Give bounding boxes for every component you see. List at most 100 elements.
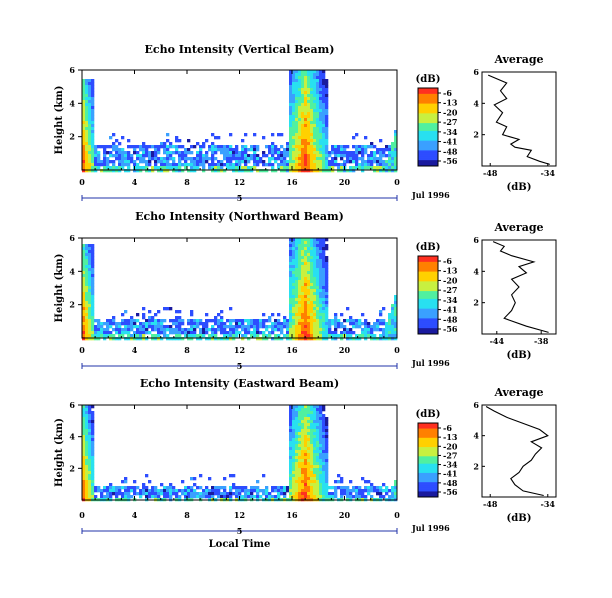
heatmap-cell (310, 286, 314, 290)
heatmap-cell (82, 94, 86, 98)
heatmap-cell (208, 495, 212, 499)
heatmap-cell (289, 322, 293, 326)
heatmap-cell (139, 154, 143, 158)
heatmap-cell (268, 331, 272, 335)
heatmap-cell (355, 322, 359, 326)
heatmap-cell (313, 166, 317, 170)
heatmap-cell (313, 130, 317, 134)
colorbar-tick-label: -20 (443, 275, 458, 285)
heatmap-cell (88, 426, 92, 430)
heatmap-cell (304, 316, 308, 320)
heatmap-cell (103, 322, 107, 326)
heatmap-cell (298, 331, 302, 335)
heatmap-cell (232, 331, 236, 335)
heatmap-cell (118, 328, 122, 332)
heatmap-cell (250, 148, 254, 152)
heatmap-cell (310, 283, 314, 287)
heatmap-cell (94, 486, 98, 490)
heatmap-cell (322, 468, 326, 472)
heatmap-cell (118, 169, 122, 173)
heatmap-cell (286, 163, 290, 167)
heatmap-cell (304, 109, 308, 113)
heatmap-cell (115, 331, 119, 335)
colorbar-swatch (418, 322, 438, 325)
heatmap-cell (304, 79, 308, 83)
heatmap-cell (85, 495, 89, 499)
heatmap-cell (322, 238, 326, 242)
heatmap-cell (136, 166, 140, 170)
heatmap-cell (85, 271, 89, 275)
colorbar-swatch (418, 119, 438, 122)
heatmap-cell (310, 441, 314, 445)
heatmap-cell (82, 313, 86, 317)
heatmap-cell (247, 322, 251, 326)
heatmap-cell (196, 163, 200, 167)
heatmap-cell (313, 334, 317, 338)
heatmap-cell (298, 423, 302, 427)
heatmap-cell (388, 495, 392, 499)
heatmap-cell (238, 160, 242, 164)
heatmap-cell (310, 328, 314, 332)
heatmap-cell (82, 124, 86, 128)
heatmap-cell (292, 304, 296, 308)
heatmap-cell (289, 313, 293, 317)
heatmap-cell (112, 142, 116, 146)
heatmap-cell (319, 124, 323, 128)
heatmap-cell (307, 444, 311, 448)
heatmap-cell (325, 304, 329, 308)
heatmap-cell (274, 145, 278, 149)
heatmap-cell (325, 157, 329, 161)
heatmap-cell (169, 142, 173, 146)
heatmap-cell (145, 151, 149, 155)
heatmap-cell (91, 298, 95, 302)
heatmap-cell (313, 280, 317, 284)
heatmap-cell (268, 492, 272, 496)
heatmap-cell (157, 492, 161, 496)
heatmap-cell (289, 151, 293, 155)
heatmap-cell (379, 334, 383, 338)
heatmap-cell (295, 304, 299, 308)
heatmap-cell (322, 420, 326, 424)
heatmap-cell (370, 483, 374, 487)
heatmap-cell (319, 148, 323, 152)
heatmap-cell (367, 489, 371, 493)
heatmap-cell (91, 100, 95, 104)
heatmap-cell (310, 483, 314, 487)
heatmap-cell (322, 103, 326, 107)
heatmap-cell (328, 334, 332, 338)
heatmap-cell (280, 154, 284, 158)
heatmap-cell (199, 495, 203, 499)
heatmap-cell (199, 322, 203, 326)
heatmap-cell (289, 166, 293, 170)
heatmap-cell (88, 142, 92, 146)
heatmap-cell (208, 157, 212, 161)
heatmap-cell (262, 337, 266, 341)
heatmap-cell (91, 444, 95, 448)
heatmap-cell (235, 328, 239, 332)
heatmap-cell (295, 124, 299, 128)
heatmap-cell (361, 163, 365, 167)
heatmap-cell (142, 325, 146, 329)
y-tick-label: 6 (69, 65, 75, 75)
heatmap-cell (391, 319, 395, 323)
colorbar-swatch (418, 489, 438, 492)
heatmap-cell (289, 405, 293, 409)
heatmap-cell (322, 322, 326, 326)
colorbar-swatch (418, 423, 438, 426)
heatmap-cell (316, 94, 320, 98)
heatmap-cell (367, 154, 371, 158)
heatmap-cell (85, 94, 89, 98)
heatmap-cell (322, 435, 326, 439)
heatmap-cell (178, 322, 182, 326)
heatmap-cell (316, 124, 320, 128)
heatmap-cell (388, 322, 392, 326)
heatmap-cell (391, 489, 395, 493)
heatmap-cell (292, 262, 296, 266)
heatmap-cell (319, 277, 323, 281)
heatmap-cell (289, 127, 293, 131)
heatmap-cell (313, 441, 317, 445)
heatmap-cell (280, 157, 284, 161)
heatmap-cell (310, 85, 314, 89)
heatmap-cell (289, 483, 293, 487)
heatmap-cell (316, 145, 320, 149)
